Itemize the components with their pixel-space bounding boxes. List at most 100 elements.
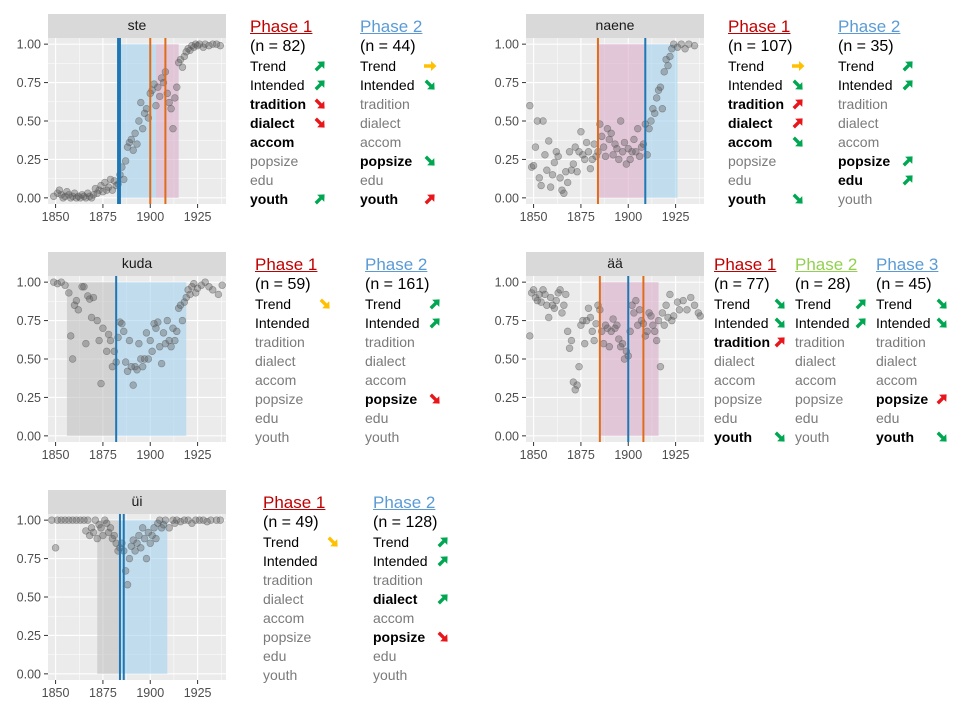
predictor-label: edu (795, 410, 819, 426)
phase-title: Phase 1 (728, 17, 791, 36)
predictor-label: Intended (255, 315, 310, 331)
data-point (186, 290, 194, 299)
data-point (545, 137, 553, 145)
data-point (140, 534, 149, 543)
arrow-down-right-icon (792, 136, 803, 147)
x-tick-label: 1900 (136, 210, 164, 224)
facet-title: üi (132, 493, 143, 509)
predictor-row: popsize (838, 152, 913, 171)
predictor-label: popsize (795, 391, 844, 407)
y-tick-label: 0.25 (17, 391, 41, 405)
predictor-label: youth (838, 191, 873, 207)
data-point (85, 295, 94, 303)
data-point (588, 327, 596, 336)
predictor-label: youth (360, 191, 399, 207)
data-point (207, 516, 215, 524)
data-point (216, 516, 225, 524)
predictor-label: dialect (728, 115, 773, 131)
arrow-up-right-icon (437, 537, 448, 548)
predictor-row: tradition (373, 571, 437, 590)
data-point (150, 319, 158, 328)
arrow-up-right-icon (902, 156, 913, 167)
data-point (156, 343, 164, 351)
data-point (550, 304, 559, 312)
chart-panel-aa: ää 0.00 0.25 0.50 0.75 1.00 1850 1875 1900 1925 (478, 252, 708, 462)
phase-shade (599, 282, 631, 436)
predictor-label: accom (263, 610, 305, 626)
predictor-label: dialect (838, 115, 879, 131)
arrow-down-right-icon (424, 79, 435, 90)
data-point (212, 516, 221, 524)
predictor-label: Intended (263, 553, 318, 569)
predictor-row: tradition (250, 95, 325, 114)
predictor-label: accom (728, 134, 773, 150)
y-tick-label: 0.25 (495, 153, 519, 167)
chart-panel-kuda: kuda 0.00 0.25 0.50 0.75 1.00 1850 1875 1900 1925 (0, 252, 230, 462)
data-point (169, 124, 177, 133)
data-point (148, 347, 156, 356)
predictor-label: dialect (876, 353, 917, 369)
data-point (616, 117, 625, 125)
predictor-label: Trend (838, 58, 875, 74)
predictor-label: accom (876, 372, 918, 388)
data-point (131, 547, 139, 555)
predictor-label: Trend (263, 534, 300, 550)
predictor-row: dialect (876, 352, 938, 371)
predictor-row: Intended (714, 314, 785, 333)
data-point (74, 306, 82, 314)
data-point (552, 148, 560, 156)
data-point (152, 534, 160, 543)
data-point (569, 160, 578, 168)
predictor-label: dialect (360, 115, 401, 131)
data-point (658, 105, 667, 113)
predictor-row: Trend (263, 533, 338, 552)
data-point (152, 324, 160, 332)
data-point (61, 516, 69, 524)
data-point (53, 516, 62, 524)
data-point (120, 175, 128, 184)
y-tick-label: 0.00 (17, 429, 41, 443)
data-point (199, 516, 207, 524)
x-tick-label: 1925 (662, 448, 690, 462)
predictor-row: dialect (838, 114, 900, 133)
x-tick-label: 1875 (89, 210, 117, 224)
predictor-row: popsize (255, 390, 317, 409)
data-point (649, 321, 657, 329)
predictor-label: youth (373, 667, 408, 683)
data-point (72, 296, 81, 305)
y-tick-label: 0.50 (17, 115, 41, 129)
data-point (186, 46, 194, 54)
data-point (65, 289, 73, 297)
data-point (588, 155, 596, 164)
data-point (203, 517, 211, 526)
predictor-row: Trend (373, 533, 448, 552)
predictor-row: accom (255, 371, 317, 390)
trend-arrow (422, 77, 438, 98)
data-point (176, 55, 185, 64)
arrow-up-right-icon (314, 61, 325, 72)
predictor-label: popsize (714, 391, 763, 407)
data-point (541, 151, 549, 159)
data-point (675, 306, 684, 314)
arrow-down-right-icon (936, 317, 947, 328)
data-point (61, 281, 69, 289)
data-point (670, 312, 678, 320)
predictor-row: tradition (255, 333, 317, 352)
data-point (142, 105, 151, 113)
predictor-label: Intended (728, 77, 783, 93)
predictor-label: edu (728, 172, 752, 188)
predictor-label: edu (373, 648, 397, 664)
predictor-label: popsize (365, 391, 418, 407)
predictor-row: dialect (360, 114, 422, 133)
data-point (658, 309, 667, 317)
data-point (142, 329, 151, 337)
data-point (51, 544, 60, 552)
data-point (643, 327, 651, 336)
trend-arrow (312, 58, 328, 79)
trend-arrow (317, 296, 333, 317)
data-point (666, 52, 674, 61)
data-point (123, 581, 132, 589)
data-point (178, 63, 187, 71)
trend-arrow (853, 296, 869, 317)
data-point (567, 336, 576, 345)
